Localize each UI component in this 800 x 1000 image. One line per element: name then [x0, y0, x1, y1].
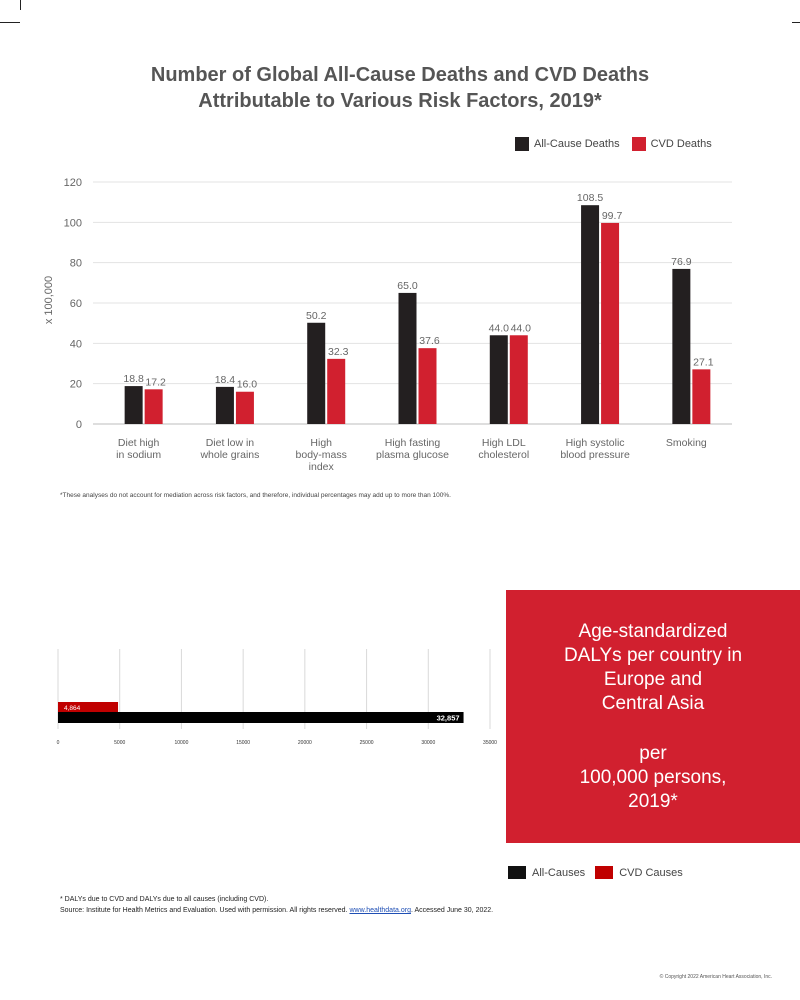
bar-chart-deaths: 0 20 40 60 80 100 120 x 100,000 18.8 17.2 Diet hig… — [43, 177, 732, 473]
bar-all-cause — [215, 386, 234, 424]
legend-bottom: All-Causes CVD Causes — [508, 866, 683, 879]
x-tick-label: High systolic — [566, 437, 625, 449]
chart-footnote: *These analyses do not account for media… — [60, 492, 451, 499]
legend-swatch-cvd — [631, 137, 646, 151]
y-axis-label: x 100,000 — [43, 276, 55, 324]
bar-all-causes — [58, 712, 464, 723]
bar-all-cause — [581, 205, 600, 424]
x-tick-label: whole grains — [199, 449, 259, 461]
x-tick-label: 0 — [57, 740, 60, 746]
y-tick-label: 60 — [70, 298, 82, 310]
copyright-text: © Copyright 2022 American Heart Associat… — [659, 974, 772, 980]
bar-all-cause — [489, 335, 508, 424]
crop-mark — [0, 22, 20, 23]
bar-all-cause — [672, 268, 691, 424]
x-tick-label: cholesterol — [478, 449, 529, 461]
data-label-all-cause: 76.9 — [671, 256, 692, 268]
source-text: Source: Institute for Health Metrics and… — [60, 907, 348, 914]
x-tick-label: 15000 — [236, 740, 250, 746]
bar-cvd — [418, 348, 437, 424]
notes-line-2: Source: Institute for Health Metrics and… — [60, 905, 493, 916]
x-tick-label: 25000 — [360, 740, 374, 746]
data-label-all-cause: 50.2 — [306, 310, 327, 322]
legend-top: All-Cause Deaths CVD Deaths — [515, 137, 712, 151]
bar-cvd — [144, 389, 163, 424]
x-tick-label: in sodium — [116, 449, 161, 461]
y-tick-label: 100 — [64, 217, 82, 229]
x-tick-label: Diet high — [118, 437, 160, 449]
info-box-text-2: per 100,000 persons, 2019* — [579, 743, 727, 812]
accessed-text: . Accessed June 30, 2022. — [410, 907, 494, 914]
bar-cvd — [235, 391, 254, 424]
bar-cvd — [601, 222, 620, 424]
bar-cvd — [509, 335, 528, 424]
x-tick-label: High LDL — [482, 437, 526, 449]
x-tick-label: plasma glucose — [376, 449, 449, 461]
legend-swatch-all-cause — [515, 137, 529, 151]
y-tick-label: 0 — [76, 419, 82, 431]
info-box-text-1: Age-standardized DALYs per country in Eu… — [563, 621, 743, 714]
notes-line-1: * DALYs due to CVD and DALYs due to all … — [60, 896, 269, 903]
data-label-all-cause: 44.0 — [489, 322, 510, 334]
y-tick-label: 20 — [70, 379, 82, 391]
x-tick-label: body-mass — [296, 449, 347, 461]
legend-label-all-cause: All-Cause Deaths — [534, 138, 620, 150]
healthdata-link[interactable]: www.healthdata.org — [349, 907, 411, 914]
source-notes: * DALYs due to CVD and DALYs due to all … — [60, 894, 493, 916]
x-tick-label: 5000 — [114, 740, 125, 746]
crop-mark — [20, 0, 21, 10]
data-label-all-cause: 108.5 — [577, 192, 603, 204]
legend-swatch-cvd-causes — [595, 866, 614, 879]
y-tick-label: 80 — [70, 258, 82, 270]
data-label-cvd: 27.1 — [693, 356, 714, 368]
data-label-all-cause: 18.8 — [123, 373, 144, 385]
legend-swatch-all-causes — [508, 866, 526, 879]
data-label-all-cause: 65.0 — [397, 280, 418, 292]
x-tick-label: Smoking — [666, 437, 707, 449]
bar-cvd — [327, 358, 346, 424]
x-tick-label: 20000 — [298, 740, 312, 746]
title-line-2: Attributable to Various Risk Factors, 20… — [198, 90, 602, 112]
data-label-cvd-causes: 4,864 — [64, 705, 81, 712]
legend-label-all-causes: All-Causes — [532, 866, 586, 879]
legend-label-cvd: CVD Deaths — [650, 138, 712, 150]
bar-all-cause — [398, 292, 417, 424]
legend-label-cvd-causes: CVD Causes — [619, 866, 683, 879]
data-label-cvd: 32.3 — [328, 346, 349, 358]
bar-all-cause — [307, 322, 326, 424]
title-line-1: Number of Global All-Cause Deaths and CV… — [150, 64, 650, 86]
x-tick-label: High — [310, 437, 332, 449]
bar-cvd-causes — [58, 702, 119, 712]
data-label-cvd: 16.0 — [237, 379, 258, 391]
y-tick-label: 40 — [70, 338, 82, 350]
x-tick-label: 10000 — [174, 740, 188, 746]
x-tick-label: 30000 — [421, 740, 435, 746]
data-label-all-cause: 18.4 — [215, 374, 236, 386]
x-tick-label: High fasting — [385, 437, 441, 449]
data-label-cvd: 37.6 — [419, 335, 440, 347]
x-tick-label: Diet low in — [206, 437, 255, 449]
data-label-cvd: 44.0 — [511, 322, 532, 334]
bar-all-cause — [124, 386, 143, 424]
bar-cvd — [692, 369, 711, 424]
data-label-all-causes: 32,857 — [437, 714, 460, 723]
data-label-cvd: 99.7 — [602, 210, 623, 222]
chart-title: Number of Global All-Cause Deaths and CV… — [0, 62, 800, 114]
x-tick-label: blood pressure — [560, 449, 630, 461]
y-tick-label: 120 — [64, 177, 82, 189]
data-label-cvd: 17.2 — [145, 376, 166, 388]
dalys-info-box: Age-standardized DALYs per country in Eu… — [506, 590, 800, 843]
x-tick-label: index — [309, 461, 335, 473]
crop-mark — [792, 22, 800, 23]
x-tick-label: 35000 — [483, 740, 497, 746]
